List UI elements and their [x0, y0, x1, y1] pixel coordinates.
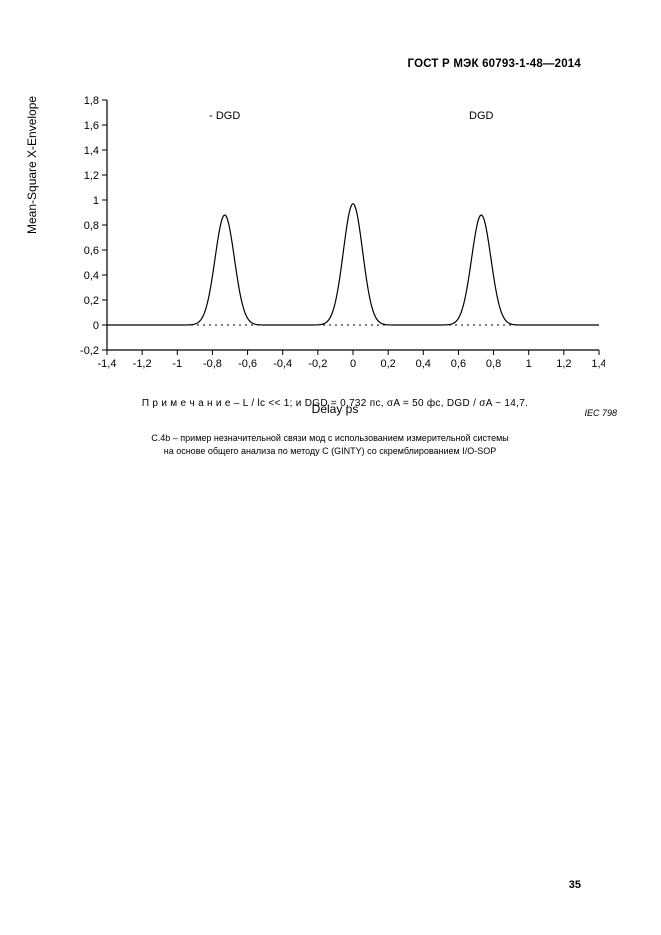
y-axis-label: Mean-Square X-Envelope [25, 96, 39, 234]
svg-text:1,6: 1,6 [84, 120, 99, 132]
dgd-envelope-chart: Mean-Square X-Envelope -0,200,20,40,60,8… [65, 94, 605, 374]
svg-text:1,2: 1,2 [84, 170, 99, 182]
svg-text:1,4: 1,4 [591, 358, 605, 370]
svg-text:-0,4: -0,4 [273, 358, 292, 370]
figure-note: П р и м е ч а н и е – L / lc << 1; и DGD… [95, 398, 575, 409]
figure-caption: C.4b – пример незначительной связи мод с… [70, 432, 590, 457]
iec-tag: IEC 798 [584, 408, 617, 418]
svg-text:DGD: DGD [469, 110, 494, 122]
svg-text:1,4: 1,4 [84, 145, 99, 157]
caption-line1: C.4b – пример незначительной связи мод с… [151, 433, 508, 443]
svg-text:-1,2: -1,2 [133, 358, 152, 370]
svg-text:-0,6: -0,6 [238, 358, 257, 370]
svg-text:-1: -1 [172, 358, 182, 370]
svg-text:-0,8: -0,8 [203, 358, 222, 370]
svg-text:0,8: 0,8 [84, 220, 99, 232]
svg-text:-0,2: -0,2 [308, 358, 327, 370]
svg-text:0,2: 0,2 [380, 358, 395, 370]
svg-text:0,6: 0,6 [84, 245, 99, 257]
svg-text:0,4: 0,4 [416, 358, 431, 370]
svg-text:1: 1 [526, 358, 532, 370]
svg-text:0,6: 0,6 [451, 358, 466, 370]
page-number: 35 [569, 879, 581, 891]
svg-text:0,8: 0,8 [486, 358, 501, 370]
svg-text:1,8: 1,8 [84, 95, 99, 107]
svg-text:0: 0 [93, 320, 99, 332]
page: ГОСТ Р МЭК 60793-1-48—2014 Mean-Square X… [0, 0, 661, 935]
svg-text:0,4: 0,4 [84, 270, 99, 282]
svg-text:- DGD: - DGD [209, 110, 240, 122]
svg-text:-0,2: -0,2 [80, 345, 99, 357]
caption-line2: на основе общего анализа по методу C (GI… [164, 446, 497, 456]
svg-text:1,2: 1,2 [556, 358, 571, 370]
svg-text:0: 0 [350, 358, 356, 370]
chart-svg: -0,2 0 0,2 0,4 0,6 0,8 1 1,2 1,4 1,6 1,8 -1,4 -1,2 -1… [65, 94, 605, 374]
svg-text:1: 1 [93, 195, 99, 207]
doc-header: ГОСТ Р МЭК 60793-1-48—2014 [408, 58, 582, 70]
svg-text:0,2: 0,2 [84, 295, 99, 307]
svg-text:-1,4: -1,4 [98, 358, 117, 370]
